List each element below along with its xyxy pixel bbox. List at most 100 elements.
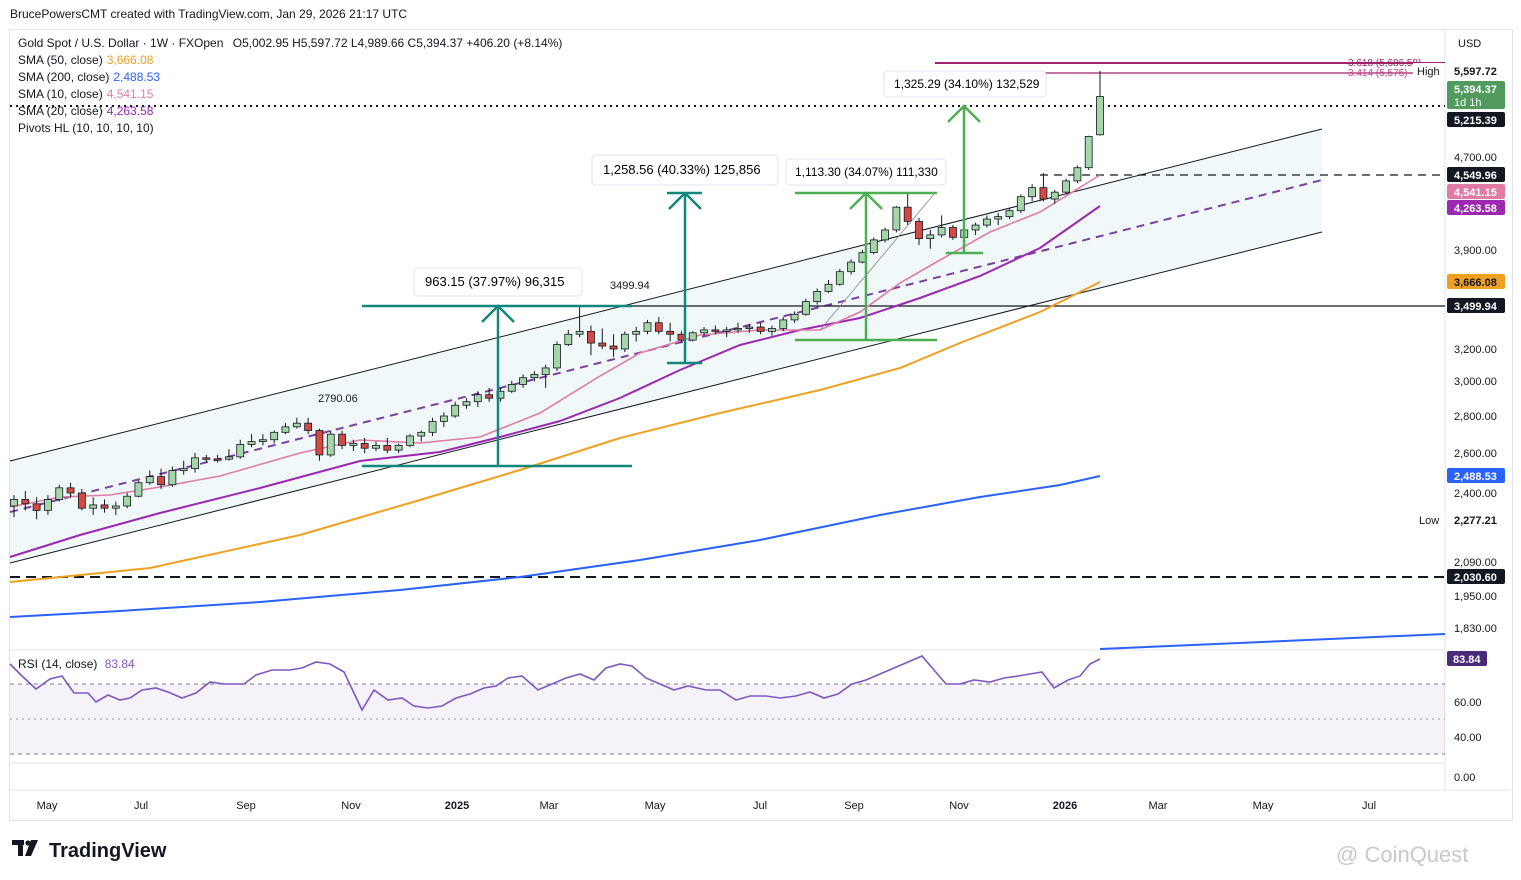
currency-label: USD <box>1458 38 1482 50</box>
candle-body <box>756 326 765 332</box>
candle-body <box>100 504 109 509</box>
price-tick-label: 2,400.00 <box>1454 488 1497 500</box>
candle-body <box>21 499 30 505</box>
candle <box>225 449 233 461</box>
price-badge-label: 5,597.72 <box>1454 66 1497 78</box>
candle <box>881 227 889 243</box>
price-tick-label: 3,200.00 <box>1454 344 1497 356</box>
candle-body <box>10 499 18 507</box>
candle <box>383 437 392 453</box>
candle-body <box>1050 191 1059 200</box>
candle-body <box>541 367 550 375</box>
sma50-line <box>9 281 1101 583</box>
candle <box>360 437 369 453</box>
candle <box>609 334 618 357</box>
candle-body <box>620 333 629 350</box>
candle <box>564 329 573 347</box>
candle-body <box>473 394 482 403</box>
candle <box>643 319 652 335</box>
candle <box>756 322 765 335</box>
candle <box>338 430 346 450</box>
candle <box>10 495 18 518</box>
candle-body <box>462 401 471 406</box>
candle-body <box>903 206 912 222</box>
measure-label-2: 1,258.56 (40.33%) 125,856 <box>591 154 779 186</box>
tradingview-wordmark: TradingView <box>49 839 167 862</box>
candle <box>439 412 448 427</box>
candle-body <box>338 433 346 446</box>
rsi-tick-label: 40.00 <box>1454 732 1482 744</box>
candle <box>1016 194 1025 214</box>
time-tick-label: Mar <box>1149 800 1168 812</box>
candle <box>632 327 641 342</box>
candle <box>711 325 720 335</box>
candle-body <box>89 504 98 509</box>
candle <box>666 322 675 342</box>
low-label: Low <box>1419 515 1439 527</box>
candle <box>745 324 754 333</box>
candle <box>937 215 946 238</box>
price-badge-label: 5,394.37 <box>1454 84 1497 96</box>
candle-body <box>790 313 799 321</box>
candle-body <box>383 444 392 451</box>
candle <box>236 439 245 459</box>
candle-body <box>643 322 652 332</box>
rsi-badge: 83.84 <box>1447 651 1487 666</box>
candle <box>1073 165 1082 184</box>
price-axis-ticks: 4,700.00 3,900.00 3,200.00 3,000.00 2,800.00… <box>1454 152 1497 635</box>
price-badge: 3,666.08 <box>1447 274 1505 289</box>
candle-body <box>575 330 584 335</box>
rsi-tick-label: 0.00 <box>1454 772 1475 784</box>
candle-body <box>553 344 561 369</box>
candle <box>892 205 901 233</box>
price-tick-label: 3,900.00 <box>1454 245 1497 257</box>
candle <box>553 341 561 372</box>
price-badge: 2,277.21 <box>1447 512 1505 527</box>
legend-row-label: SMA (200, close) <box>18 70 110 84</box>
candle-body <box>202 457 211 460</box>
tradingview-logo[interactable]: TradingView <box>12 838 166 864</box>
candle-body <box>666 330 675 335</box>
candle <box>66 482 75 498</box>
price-badge-label: 4,263.58 <box>1454 203 1497 215</box>
price-tick-label: 2,090.00 <box>1454 557 1497 569</box>
candle-body <box>304 422 313 431</box>
candle-body <box>349 443 358 446</box>
measure-label-3-text: 1,113.30 (34.07%) 111,330 <box>795 165 938 179</box>
candle <box>406 434 414 448</box>
candle <box>21 490 30 511</box>
price-badge-label: 2,030.60 <box>1454 572 1497 584</box>
candle-body <box>315 430 324 456</box>
pivot-label-high-1: 2790.06 <box>318 393 358 405</box>
candle <box>926 229 935 249</box>
candle-body <box>507 383 516 392</box>
candle <box>971 222 980 235</box>
time-tick-label: 2025 <box>445 800 469 812</box>
price-tick-label: 4,700.00 <box>1454 152 1497 164</box>
candle-body <box>587 330 595 344</box>
tradingview-mark-icon <box>12 838 42 864</box>
candle-body <box>937 227 946 236</box>
candle <box>485 387 494 402</box>
candle <box>734 322 742 333</box>
candle <box>462 398 471 409</box>
candle <box>473 391 482 408</box>
candle <box>281 423 290 435</box>
candle <box>801 298 810 316</box>
legend-row: SMA (200, close) 2,488.53 <box>18 69 562 86</box>
price-badge: 5,597.72 <box>1447 63 1505 78</box>
candle-body <box>835 271 844 285</box>
candle-body <box>813 291 822 302</box>
price-badge-label: 4,541.15 <box>1454 187 1497 199</box>
time-tick-label: Mar <box>540 800 559 812</box>
candle <box>134 480 143 498</box>
channel-lower-line <box>9 231 1323 564</box>
candle <box>258 434 267 446</box>
candle <box>100 499 109 513</box>
candle-body <box>847 261 856 273</box>
candle-body <box>134 482 143 497</box>
candle-body <box>168 470 177 486</box>
candle <box>688 331 697 342</box>
candle-body <box>564 333 573 345</box>
